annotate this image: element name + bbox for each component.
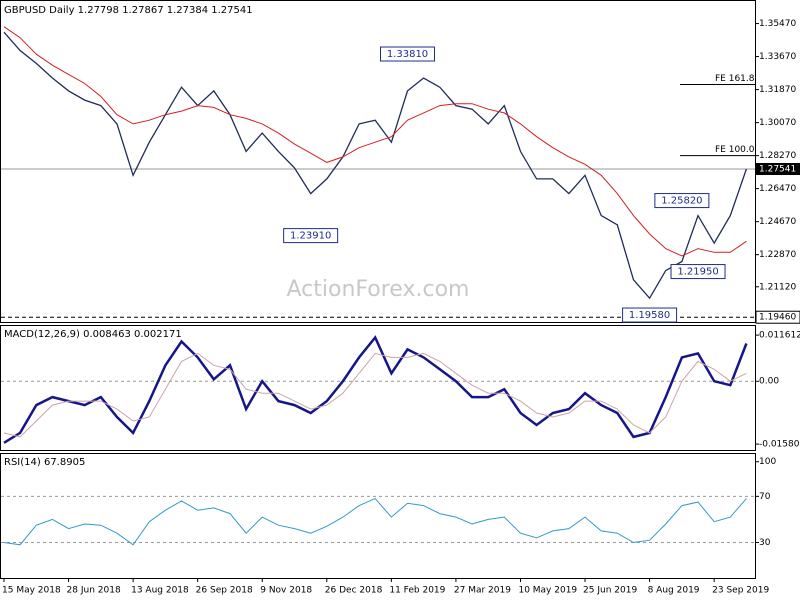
annotation-label: 1.19580 xyxy=(629,310,670,321)
y-tick-label: 1.24670 xyxy=(759,217,796,227)
support-label: 1.19460 xyxy=(759,313,796,323)
price-frame xyxy=(0,0,756,323)
y-tick-label: -0.015803 xyxy=(759,440,800,450)
macd-title: MACD(12,26,9) 0.008463 0.002171 xyxy=(4,329,182,340)
support-box xyxy=(755,310,800,324)
x-tick-label: 10 May 2019 xyxy=(518,586,577,596)
watermark: ActionForex.com xyxy=(287,277,470,302)
x-tick-label: 26 Dec 2018 xyxy=(325,586,383,596)
x-tick-label: 15 May 2018 xyxy=(2,586,61,596)
fe-label: FE 100.0 xyxy=(715,145,755,155)
y-tick-label: 70 xyxy=(759,492,771,502)
last-price-label: 1.27541 xyxy=(759,165,796,175)
x-tick-label: 25 Jun 2019 xyxy=(583,586,637,596)
y-tick-label: 0.00 xyxy=(759,377,779,387)
fe-label: FE 161.8 xyxy=(715,74,755,84)
y-tick-label: 1.31870 xyxy=(759,85,796,95)
series-line xyxy=(3,352,747,438)
annotation-box xyxy=(670,264,726,280)
y-tick-label: 30 xyxy=(759,538,771,548)
series-line xyxy=(3,26,747,257)
rsi-title: RSI(14) 67.8905 xyxy=(4,457,85,468)
annotation-label: 1.25820 xyxy=(661,196,702,207)
x-tick-label: 26 Sep 2018 xyxy=(196,586,253,596)
y-tick-label: 1.22870 xyxy=(759,250,796,260)
last-price-box xyxy=(756,163,800,176)
annotation-box xyxy=(654,193,710,209)
y-tick-label: 1.33670 xyxy=(759,52,796,62)
annotation-label: 1.33810 xyxy=(387,49,428,60)
macd-frame xyxy=(0,325,756,451)
y-tick-label: 0.011612 xyxy=(759,331,800,341)
x-tick-label: 8 Aug 2019 xyxy=(648,586,700,596)
annotation-box xyxy=(283,228,339,244)
x-tick-label: 13 Aug 2018 xyxy=(131,586,189,596)
x-tick-label: 27 Mar 2019 xyxy=(454,586,511,596)
series-line xyxy=(3,497,747,546)
x-tick-label: 9 Nov 2018 xyxy=(260,586,312,596)
annotation-label: 1.21950 xyxy=(677,267,718,278)
rsi-frame xyxy=(0,453,756,579)
y-tick-label: 100 xyxy=(759,457,776,467)
y-tick-label: 1.28270 xyxy=(759,151,796,161)
y-tick-label: 1.30070 xyxy=(759,118,796,128)
annotation-box xyxy=(380,46,435,62)
x-tick-label: 11 Feb 2019 xyxy=(389,586,445,596)
series-line xyxy=(3,31,748,300)
series-line xyxy=(3,335,748,444)
y-tick-label: 1.21120 xyxy=(759,282,796,292)
x-tick-label: 23 Sep 2019 xyxy=(712,586,769,596)
price-title: GBPUSD Daily 1.27798 1.27867 1.27384 1.2… xyxy=(4,5,253,16)
x-tick-label: 28 Jun 2018 xyxy=(67,586,121,596)
annotation-label: 1.23910 xyxy=(290,231,331,242)
annotation-box xyxy=(622,307,678,323)
y-tick-label: 1.35470 xyxy=(759,19,796,29)
y-tick-label: 1.26470 xyxy=(759,184,796,194)
